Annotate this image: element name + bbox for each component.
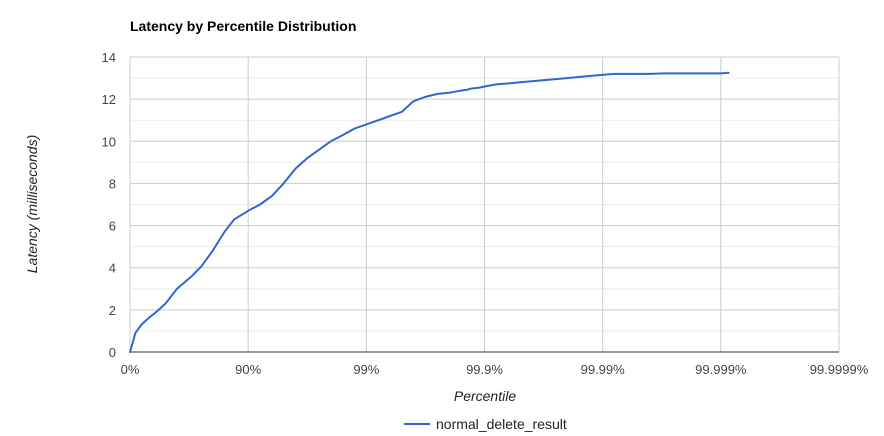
x-tick-label: 0% (121, 362, 140, 377)
series-layer (129, 71, 730, 353)
x-tick-label: 99.9% (466, 362, 503, 377)
y-tick-label: 14 (102, 50, 116, 65)
series-line (129, 71, 730, 353)
x-axis-label: Percentile (454, 388, 516, 404)
legend: normal_delete_result (404, 416, 567, 432)
y-tick-labels: 0 2 4 6 8 10 12 14 (102, 50, 116, 360)
chart-title: Latency by Percentile Distribution (130, 18, 356, 34)
y-tick-label: 6 (109, 219, 116, 234)
legend-label: normal_delete_result (436, 416, 567, 432)
y-tick-label: 4 (109, 261, 116, 276)
x-tick-label: 99.99% (581, 362, 626, 377)
x-tick-labels: 0% 90% 99% 99.9% 99.99% 99.999% 99.9999% (121, 362, 869, 377)
grid (129, 56, 840, 353)
x-tick-label: 99% (353, 362, 379, 377)
y-tick-label: 12 (102, 92, 116, 107)
y-tick-label: 10 (102, 134, 116, 149)
x-tick-label: 90% (235, 362, 261, 377)
y-axis-label: Latency (milliseconds) (24, 135, 40, 274)
y-tick-label: 2 (109, 303, 116, 318)
y-tick-label: 0 (109, 345, 116, 360)
y-tick-label: 8 (109, 176, 116, 191)
x-tick-label: 99.9999% (810, 362, 869, 377)
x-tick-label: 99.999% (695, 362, 747, 377)
